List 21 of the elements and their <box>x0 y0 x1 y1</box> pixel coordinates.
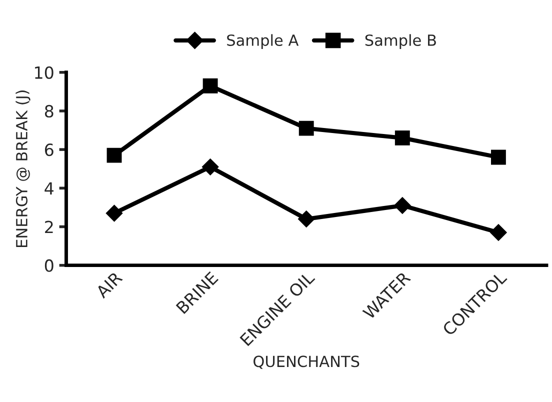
legend-label: Sample B <box>365 34 436 49</box>
x-tick-label: AIR <box>94 270 123 299</box>
point <box>106 148 122 163</box>
point <box>298 210 315 228</box>
point <box>106 204 123 222</box>
point <box>298 120 314 136</box>
y-tick-label: 0 <box>44 259 54 272</box>
point <box>202 78 218 94</box>
x-axis-title: QUENCHANTS <box>254 356 360 369</box>
y-tick-label: 4 <box>44 182 54 194</box>
point <box>490 150 506 165</box>
point <box>490 224 507 241</box>
y-tick-label: 2 <box>45 220 53 234</box>
y-tick-label: 6 <box>44 144 54 156</box>
point <box>202 158 219 176</box>
point <box>394 197 411 214</box>
y-tick-label: 8 <box>44 104 54 118</box>
y-tick-label: 10 <box>35 66 54 79</box>
point <box>394 130 410 146</box>
y-axis-title: ENERGY @ BREAK (J) <box>16 90 30 247</box>
legend-label: Sample A <box>227 34 299 49</box>
